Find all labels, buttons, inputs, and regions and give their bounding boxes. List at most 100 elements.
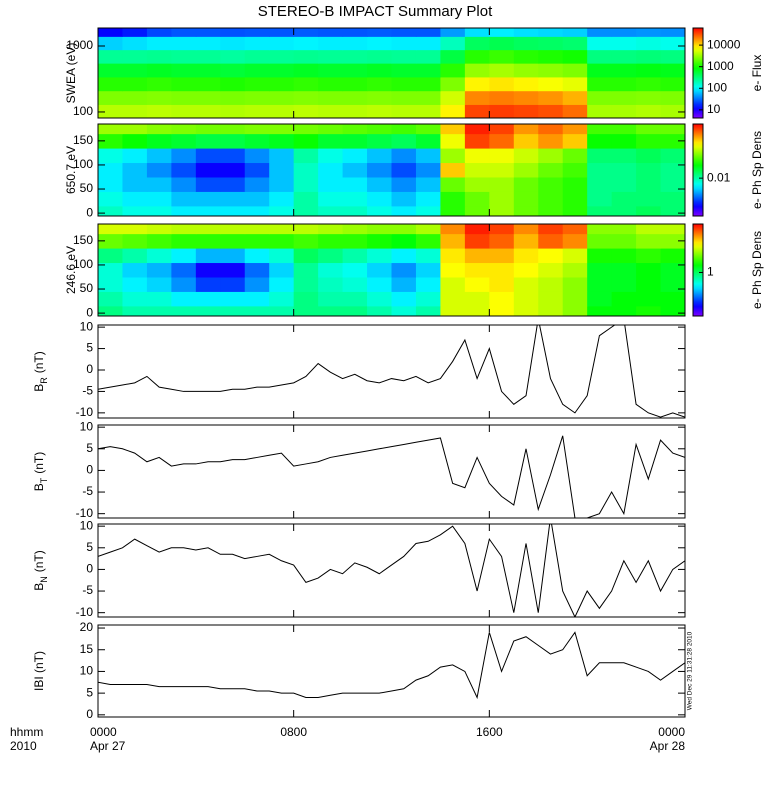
heatmap-cell (195, 262, 221, 278)
x-tick-label: 0800 (280, 725, 307, 739)
heatmap-cell (293, 63, 319, 78)
heatmap-cell (513, 205, 539, 216)
heatmap-cell (587, 36, 613, 51)
heatmap-cell (122, 262, 148, 278)
heatmap-cell (342, 205, 368, 216)
heatmap-cell (611, 133, 637, 149)
heatmap-cell (293, 224, 319, 235)
heatmap-cell (146, 224, 172, 235)
heatmap-cell (587, 104, 613, 118)
heatmap-cell (636, 205, 662, 216)
heatmap-cell (220, 291, 246, 307)
heatmap-cell (98, 248, 123, 264)
heatmap-cell (220, 224, 246, 235)
heatmap-cell (171, 76, 197, 92)
heatmap-cell (660, 49, 685, 64)
colorbar-tick-label: 1000 (707, 59, 734, 73)
heatmap-cell (464, 28, 490, 37)
heatmap-cell (171, 191, 197, 207)
heatmap-cell (538, 205, 564, 216)
heatmap-cell (220, 49, 246, 64)
heatmap-cell (587, 133, 613, 149)
heatmap-cell (538, 133, 564, 149)
heatmap-cell (391, 104, 417, 118)
heatmap-cell (562, 248, 588, 264)
heatmap-cell (562, 276, 588, 292)
heatmap-cell (415, 224, 441, 235)
y-tick-label: 5 (86, 441, 93, 455)
heatmap-cell (171, 305, 197, 316)
panel-frame (97, 523, 686, 618)
heatmap-cell (513, 28, 539, 37)
heatmap-cell (587, 262, 613, 278)
y-axis-label-main: B (32, 384, 46, 392)
heatmap-cell (562, 291, 588, 307)
heatmap-cell (146, 76, 172, 92)
heatmap-cell (98, 262, 123, 278)
heatmap-cell (171, 28, 197, 37)
heatmap-cell (489, 305, 515, 316)
y-tick-label: 5 (86, 540, 93, 554)
heatmap-cell (220, 162, 246, 178)
heatmap-cell (98, 233, 123, 249)
y-tick-label: 10 (80, 419, 94, 433)
heatmap-cell (562, 205, 588, 216)
y-tick-label: 10 (80, 664, 94, 678)
heatmap-cell (611, 224, 637, 235)
heatmap-cell (587, 291, 613, 307)
heatmap-cell (415, 49, 441, 64)
heatmap-cell (660, 262, 685, 278)
heatmap-cell (415, 63, 441, 78)
heatmap-cell (464, 205, 490, 216)
heatmap-cell (464, 124, 490, 135)
heatmap-cell (244, 36, 270, 51)
heatmap-cell (293, 28, 319, 37)
heatmap-cell (122, 104, 148, 118)
heatmap-cell (318, 305, 344, 316)
y-axis-label-sub: R (39, 377, 49, 384)
heatmap-cell (415, 233, 441, 249)
heatmap-cell (538, 276, 564, 292)
chart-title: STEREO-B IMPACT Summary Plot (258, 3, 493, 20)
heatmap-cell (318, 133, 344, 149)
heatmap-cell (367, 291, 392, 307)
heatmap-cell (342, 191, 368, 207)
heatmap-cell (220, 262, 246, 278)
heatmap-cell (146, 63, 172, 78)
heatmap-cell (489, 49, 515, 64)
heatmap-cell (293, 248, 319, 264)
heatmap-cell (636, 90, 662, 105)
heatmap-cell (391, 28, 417, 37)
heatmap-cell (122, 176, 148, 192)
heatmap-cell (293, 124, 319, 135)
heatmap-cell (391, 90, 417, 105)
y-tick-label: 100 (73, 257, 93, 271)
heatmap-cell (342, 63, 368, 78)
heatmap-cell (440, 291, 466, 307)
y-axis-label-unit: (nT) (32, 351, 46, 373)
heatmap-cell (636, 104, 662, 118)
heatmap-cell (464, 63, 490, 78)
heatmap-cell (195, 63, 221, 78)
heatmap-cell (318, 224, 344, 235)
heatmap-cell (587, 148, 613, 164)
heatmap-cell (587, 28, 613, 37)
panel-frame (97, 223, 686, 317)
heatmap-cell (391, 162, 417, 178)
heatmap-cell (440, 76, 466, 92)
heatmap-cell (367, 248, 392, 264)
heatmap-cell (660, 148, 685, 164)
heatmap-cell (318, 191, 344, 207)
heatmap-cell (440, 233, 466, 249)
heatmap-cell (636, 262, 662, 278)
heatmap-cell (464, 148, 490, 164)
y-tick-label: 100 (73, 157, 93, 171)
heatmap-cell (660, 224, 685, 235)
heatmap-cell (587, 248, 613, 264)
heatmap-cell (171, 49, 197, 64)
heatmap-cell (415, 36, 441, 51)
colorbar-tick-label: 1 (707, 265, 714, 279)
heatmap-cell (513, 191, 539, 207)
heatmap-cell (660, 233, 685, 249)
x-label-year: 2010 (10, 739, 37, 753)
